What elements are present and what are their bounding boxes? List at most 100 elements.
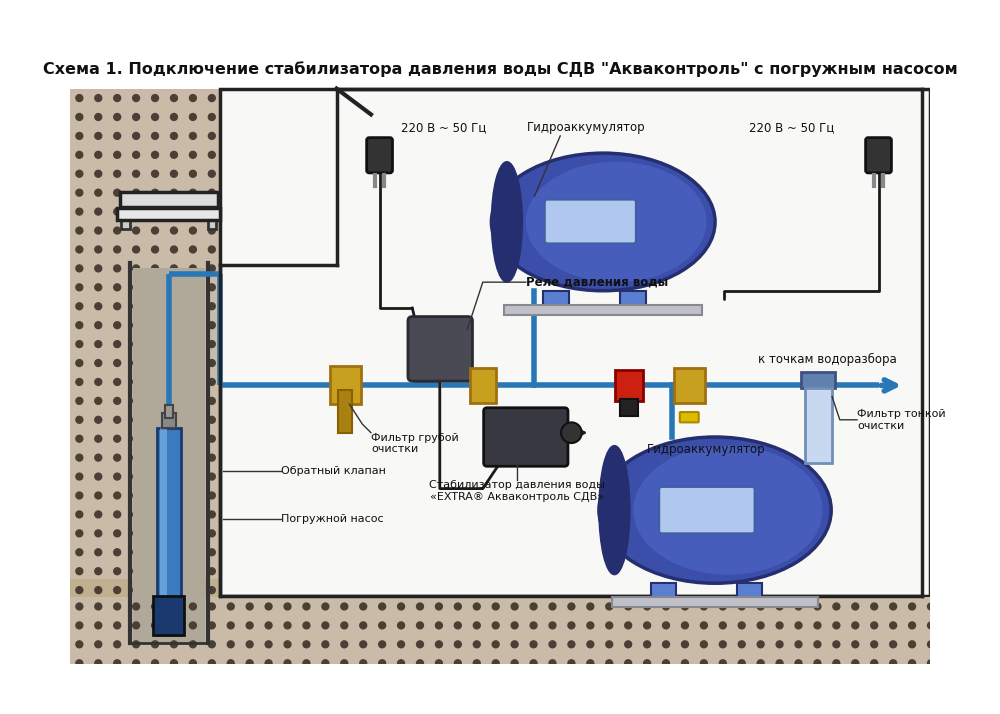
Circle shape [379,622,386,629]
Circle shape [208,625,215,631]
Circle shape [417,622,423,629]
Circle shape [454,641,461,648]
Circle shape [245,587,252,593]
Bar [620,291,646,306]
Bar [153,596,184,635]
Circle shape [473,622,480,629]
Circle shape [171,663,177,669]
Circle shape [454,621,460,628]
Circle shape [189,227,196,234]
Circle shape [568,622,575,629]
Circle shape [171,416,177,423]
Circle shape [171,587,177,593]
Bar [70,597,930,664]
Circle shape [738,603,745,610]
Circle shape [95,663,102,669]
Circle shape [227,622,234,629]
Circle shape [114,603,121,610]
Circle shape [226,602,233,609]
Circle shape [833,660,840,667]
Circle shape [851,659,858,666]
Bar [805,388,832,463]
Circle shape [795,641,802,648]
Circle shape [189,511,196,518]
Circle shape [227,641,234,648]
Circle shape [245,640,252,647]
Circle shape [95,265,102,272]
Circle shape [76,114,83,121]
Circle shape [171,208,177,215]
Circle shape [398,641,405,648]
Circle shape [587,660,594,667]
Circle shape [76,265,83,272]
Circle shape [794,659,801,666]
Circle shape [775,659,782,666]
Circle shape [473,603,480,610]
Circle shape [76,151,83,159]
Circle shape [114,171,121,177]
Circle shape [114,360,121,366]
Circle shape [95,398,102,404]
Circle shape [416,640,423,647]
Circle shape [245,378,252,386]
Circle shape [416,621,423,628]
Circle shape [189,530,196,537]
Circle shape [491,602,498,609]
Circle shape [133,189,140,196]
Circle shape [208,587,215,593]
Circle shape [133,416,140,423]
Circle shape [264,151,271,159]
Circle shape [226,640,233,647]
Circle shape [379,641,386,648]
Circle shape [95,284,102,291]
Circle shape [472,602,479,609]
Circle shape [624,640,631,647]
Circle shape [114,151,121,159]
Circle shape [171,603,177,610]
Circle shape [189,378,196,386]
Circle shape [114,114,121,121]
Circle shape [245,436,252,442]
Circle shape [851,621,858,628]
Circle shape [662,602,669,609]
Circle shape [189,341,196,348]
Circle shape [927,659,934,666]
Circle shape [908,621,915,628]
Circle shape [302,602,309,609]
Circle shape [208,208,215,215]
Circle shape [870,621,877,628]
Circle shape [795,622,802,629]
Circle shape [738,622,745,629]
Circle shape [561,423,582,443]
Ellipse shape [491,153,715,291]
Circle shape [245,511,252,518]
Circle shape [700,640,706,647]
Circle shape [208,322,215,328]
Circle shape [340,659,347,666]
Text: Фильтр тонкой
очистки: Фильтр тонкой очистки [857,409,946,431]
Circle shape [171,133,177,139]
Circle shape [152,511,158,518]
Circle shape [76,303,83,310]
Circle shape [171,378,177,386]
Circle shape [133,622,140,629]
Circle shape [833,622,840,629]
Circle shape [95,322,102,328]
Circle shape [871,603,878,610]
Circle shape [587,622,594,629]
Circle shape [700,641,707,648]
Circle shape [909,660,916,667]
Circle shape [757,622,764,629]
Circle shape [814,622,821,629]
Circle shape [719,640,725,647]
Circle shape [397,659,404,666]
Circle shape [889,621,896,628]
Circle shape [644,603,651,610]
Circle shape [264,568,271,575]
Circle shape [152,378,158,386]
Circle shape [76,322,83,328]
Circle shape [114,284,121,291]
Circle shape [189,208,196,215]
Circle shape [114,663,121,669]
Circle shape [322,622,329,629]
